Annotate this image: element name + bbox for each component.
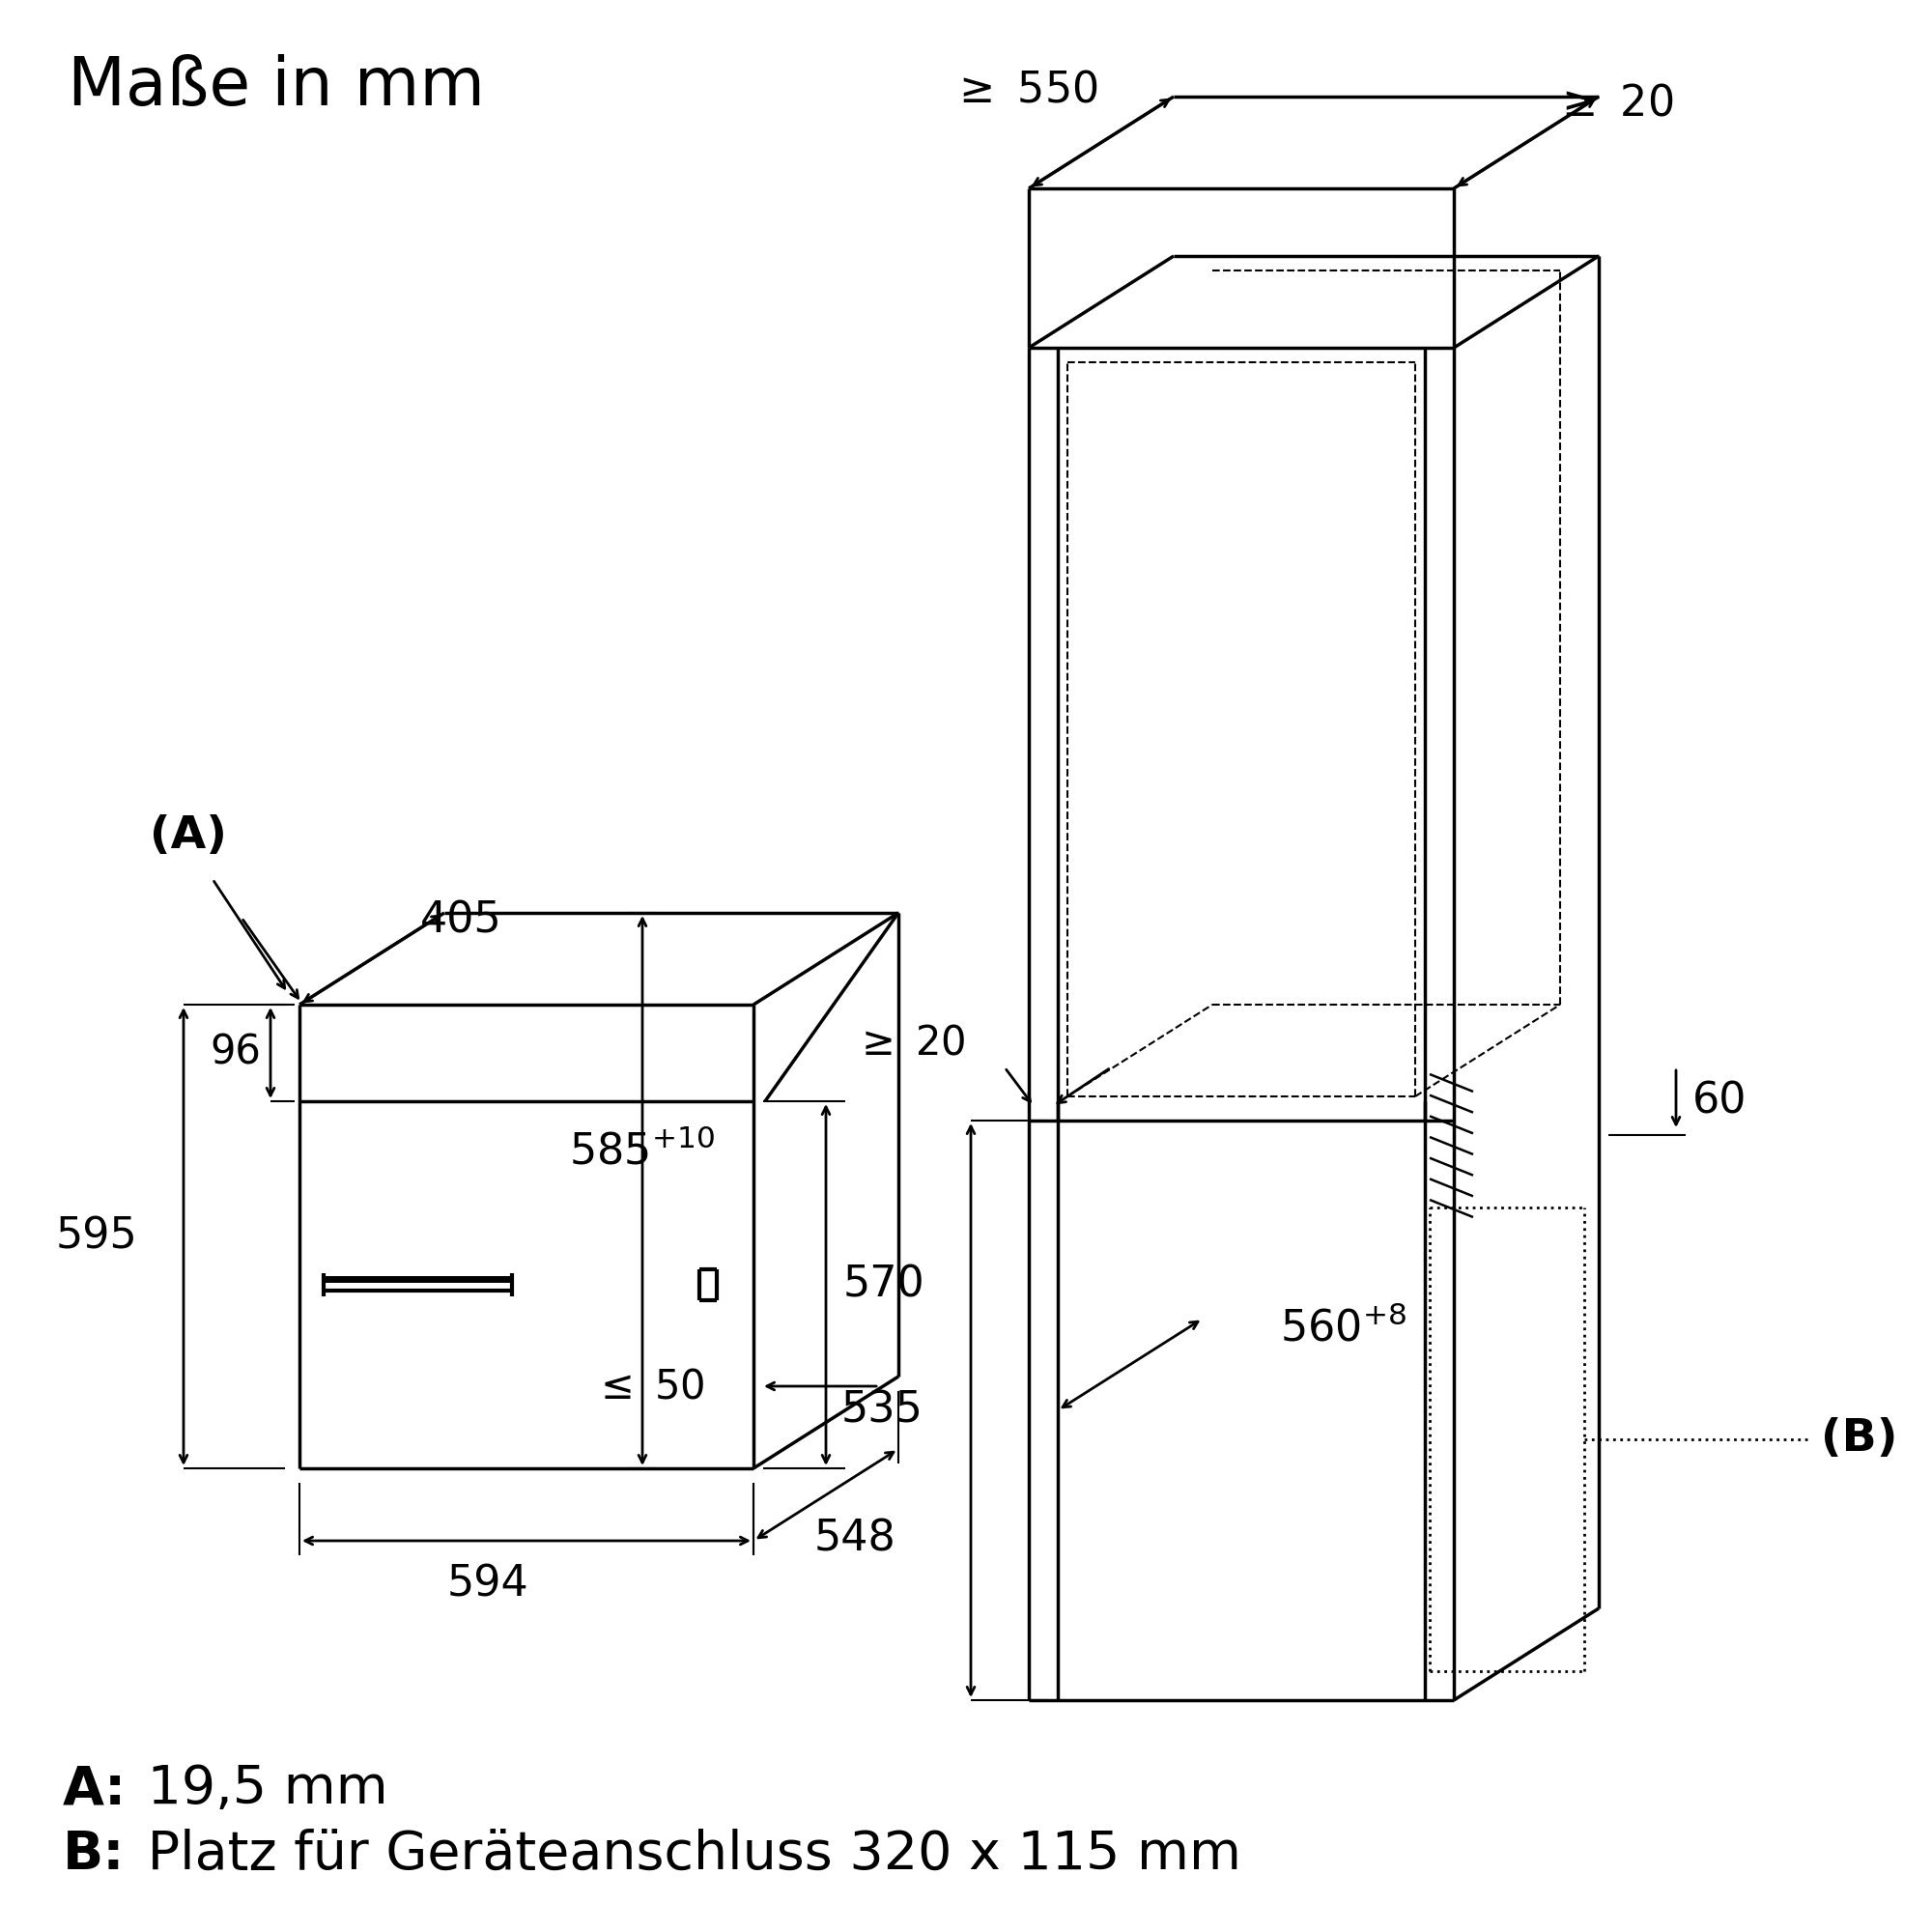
Text: 535: 535 [840,1389,923,1432]
Text: 548: 548 [813,1519,896,1559]
Text: Platz für Geräteanschluss 320 x 115 mm: Platz für Geräteanschluss 320 x 115 mm [131,1828,1240,1882]
Text: 19,5 mm: 19,5 mm [131,1762,388,1816]
Text: A:: A: [62,1762,128,1816]
Text: (A): (A) [151,813,226,858]
Text: 570: 570 [842,1264,925,1306]
Text: 60: 60 [1692,1080,1747,1122]
Text: Maße in mm: Maße in mm [68,54,485,120]
Text: $\leq$ 50: $\leq$ 50 [593,1366,705,1406]
Text: 595: 595 [56,1215,137,1258]
Text: 405: 405 [421,900,502,941]
Text: (B): (B) [1822,1418,1897,1461]
Text: 585$^{+10}$: 585$^{+10}$ [570,1130,715,1173]
Text: B:: B: [62,1828,126,1882]
Text: $\geq$ 20: $\geq$ 20 [854,1024,966,1063]
Text: 560$^{+8}$: 560$^{+8}$ [1279,1306,1406,1350]
Text: 594: 594 [446,1563,529,1605]
Text: $\geq$ 20: $\geq$ 20 [1553,83,1673,124]
Text: 96: 96 [211,1032,261,1074]
Text: $\geq$ 550: $\geq$ 550 [951,68,1097,110]
